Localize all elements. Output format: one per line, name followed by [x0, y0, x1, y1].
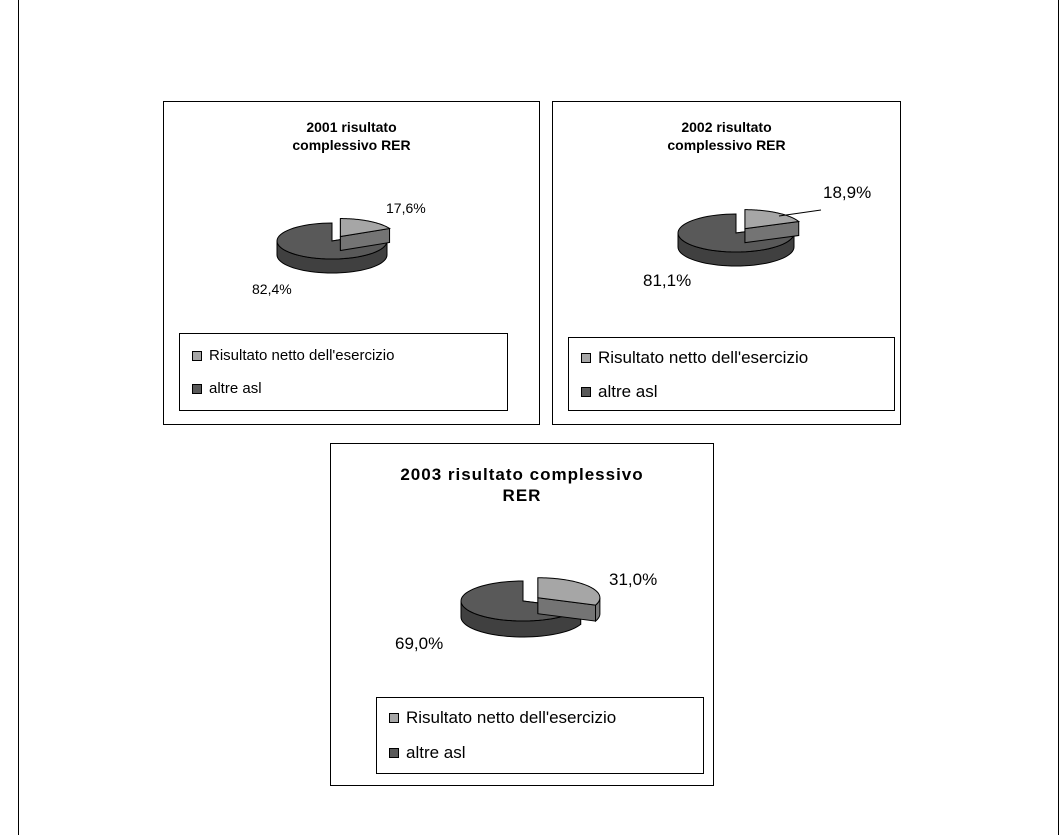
pie-slice-top	[744, 209, 800, 230]
chart-2003-title: 2003 risultato complessivo RER	[400, 465, 644, 506]
data-label-1: 82,4%	[252, 281, 292, 297]
data-label-0: 18,9%	[823, 183, 871, 202]
legend-swatch-light	[389, 713, 399, 723]
chart-2002-panel: 2002 risultato complessivo RER 18,9% 81,1…	[552, 101, 901, 425]
legend-swatch-dark	[192, 383, 202, 394]
legend-label-risultato: Risultato netto dell'esercizio	[598, 348, 809, 367]
chart-2001-title: 2001 risultato complessivo RER	[292, 119, 411, 153]
pie-slice-top	[537, 577, 601, 606]
legend-item-risultato: Risultato netto dell'esercizio	[192, 347, 394, 364]
legend-swatch-light	[192, 350, 202, 361]
chart-2001-pie: 17,6% 82,4%	[252, 200, 426, 297]
legend-swatch-dark	[389, 748, 399, 758]
legend-swatch-light	[581, 353, 591, 363]
legend-label-altre-asl: altre asl	[209, 380, 262, 397]
chart-2002-legend: Risultato netto dell'esercizio altre asl	[568, 337, 895, 411]
legend-item-altre-asl: altre asl	[389, 743, 466, 763]
chart-2001-legend: Risultato netto dell'esercizio altre asl	[179, 333, 508, 411]
chart-2003-panel: 2003 risultato complessivo RER 31,0% 69,0…	[330, 443, 714, 786]
chart-2001-panel: 2001 risultato complessivo RER 17,6% 82,4…	[163, 101, 540, 425]
legend-item-altre-asl: altre asl	[192, 380, 262, 397]
pie-slice-top	[339, 218, 391, 238]
pie-slice-0	[339, 218, 391, 252]
legend-item-altre-asl: altre asl	[581, 382, 658, 402]
chart-2002-title: 2002 risultato complessivo RER	[667, 119, 786, 153]
pie-slice-0	[744, 209, 800, 244]
legend-label-altre-asl: altre asl	[406, 743, 466, 762]
chart-2003-pie: 31,0% 69,0%	[395, 570, 657, 653]
legend-label-risultato: Risultato netto dell'esercizio	[209, 347, 395, 364]
data-label-1: 69,0%	[395, 634, 443, 653]
legend-swatch-dark	[581, 387, 591, 397]
data-label-1: 81,1%	[643, 271, 691, 290]
legend-item-risultato: Risultato netto dell'esercizio	[389, 708, 616, 728]
legend-item-risultato: Risultato netto dell'esercizio	[581, 348, 808, 368]
leader-line	[778, 209, 822, 217]
legend-label-altre-asl: altre asl	[598, 382, 658, 401]
pie-slice-0	[537, 577, 601, 623]
chart-2002-pie: 18,9% 81,1%	[643, 183, 871, 290]
chart-2003-legend: Risultato netto dell'esercizio altre asl	[376, 697, 704, 774]
legend-label-risultato: Risultato netto dell'esercizio	[406, 708, 617, 727]
outer-frame	[18, 0, 1059, 835]
pie-slice-top	[677, 213, 795, 253]
data-label-0: 31,0%	[609, 570, 657, 589]
data-label-0: 17,6%	[386, 200, 426, 216]
pie-slice-top	[276, 222, 388, 260]
